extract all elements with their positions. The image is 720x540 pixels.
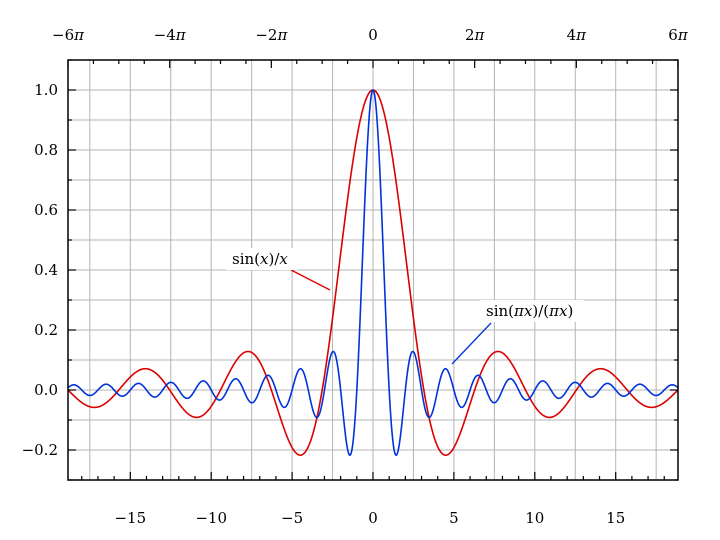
top-tick-label: −6π	[52, 26, 85, 44]
x-tick-label: −5	[281, 509, 303, 527]
top-tick-label: −4π	[154, 26, 187, 44]
annotation-bg	[480, 300, 584, 322]
x-tick-label: 10	[525, 509, 544, 527]
annotation-bg	[226, 248, 298, 270]
y-tick-label: −0.2	[22, 441, 58, 459]
x-tick-label: 5	[449, 509, 459, 527]
axes	[67, 59, 679, 481]
tick-labels: −0.2 0.0 0.2 0.4 0.6 0.8 1.0 −15 −10 −5 0 5 10 15 −6π −…	[22, 26, 689, 527]
top-tick-label: 2π	[465, 26, 486, 44]
x-tick-label: −15	[114, 509, 146, 527]
y-tick-label: 0.4	[34, 261, 58, 279]
top-tick-label: 0	[368, 26, 378, 44]
annotation-normalized-sinc-label: sin(πx)/(πx)	[486, 302, 573, 320]
y-tick-label: 0.0	[34, 381, 58, 399]
top-tick-label: 4π	[567, 26, 588, 44]
x-tick-label: −10	[195, 509, 227, 527]
x-tick-label: 15	[606, 509, 625, 527]
y-tick-label: 0.6	[34, 201, 58, 219]
series-line-normalized-sinc	[67, 89, 679, 456]
x-tick-label: 0	[368, 509, 378, 527]
annotation-leader-sinc	[290, 269, 331, 291]
y-tick-label: 1.0	[34, 81, 58, 99]
series-layer	[67, 89, 679, 456]
y-tick-label: 0.2	[34, 321, 58, 339]
top-tick-label: 6π	[668, 26, 689, 44]
grid	[68, 59, 678, 481]
annotations: sin(x)/x sin(πx)/(πx)	[226, 248, 584, 365]
annotation-sinc-label: sin(x)/x	[232, 250, 288, 268]
top-tick-label: −2π	[255, 26, 288, 44]
annotation-leader-normalized-sinc	[451, 322, 492, 365]
y-tick-label: 0.8	[34, 141, 58, 159]
